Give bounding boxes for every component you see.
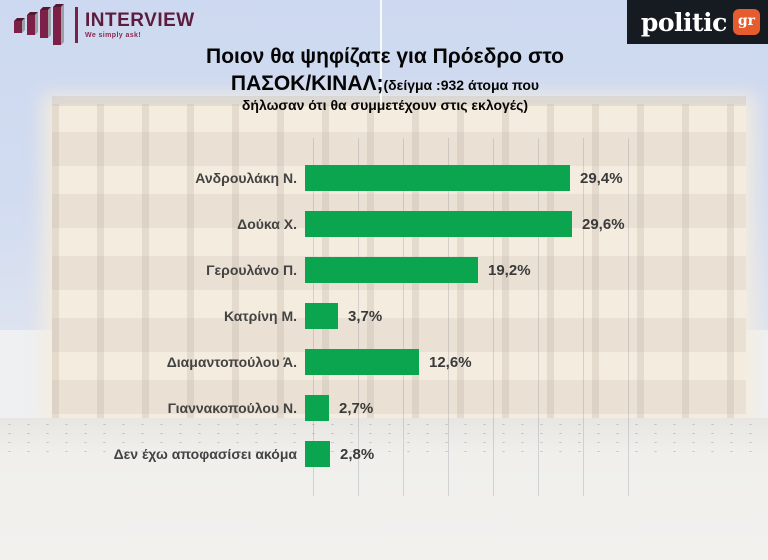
bar-row: Δεν έχω αποφασίσει ακόμα 2,8%	[0, 431, 768, 477]
politic-logo: politic gr	[626, 0, 768, 44]
bar	[305, 349, 419, 375]
chart-gridlines	[313, 138, 629, 496]
value-label: 2,7%	[339, 399, 374, 417]
interview-bar-chart-icon	[14, 4, 64, 45]
category-label: Ανδρουλάκη Ν.	[195, 170, 297, 186]
flagpole	[380, 0, 382, 104]
bar-row: Κατρίνη Μ. 3,7%	[0, 293, 768, 339]
category-label: Γερουλάνο Π.	[206, 262, 297, 278]
bar-chart: Ανδρουλάκη Ν. 29,4% Δούκα Χ. 29,6% Γερουλάνο…	[0, 155, 768, 477]
bar-row: Γιαννακοπούλου Ν. 2,7%	[0, 385, 768, 431]
interview-logo-text: INTERVIEW We simply ask!	[85, 11, 195, 39]
chart-title-line2: ΠΑΣΟΚ/ΚΙΝΑΛ;(δείγμα :932 άτομα που	[150, 71, 620, 96]
chart-sample-note-1: (δείγμα :932 άτομα που	[383, 77, 540, 94]
value-label: 3,7%	[348, 307, 383, 325]
category-label: Γιαννακοπούλου Ν.	[167, 400, 297, 416]
value-label: 29,6%	[582, 215, 625, 233]
category-label: Κατρίνη Μ.	[224, 308, 297, 324]
bar	[305, 165, 570, 191]
logo-divider	[75, 7, 78, 43]
chart-sample-note-2: δήλωσαν ότι θα συμμετέχουν στις εκλογές)	[241, 97, 529, 114]
interview-logo-tagline: We simply ask!	[85, 32, 142, 39]
value-label: 12,6%	[429, 353, 472, 371]
bar-row: Διαμαντοπούλου Ά. 12,6%	[0, 339, 768, 385]
bar	[305, 257, 478, 283]
politic-logo-name: politic	[640, 7, 727, 37]
bar	[305, 441, 330, 467]
chart-title: Ποιον θα ψηφίζατε για Πρόεδρο στο ΠΑΣΟΚ/…	[150, 44, 620, 115]
plaza-photo	[0, 418, 768, 560]
category-label: Δεν έχω αποφασίσει ακόμα	[113, 446, 297, 462]
bar	[305, 211, 572, 237]
category-label: Δούκα Χ.	[237, 216, 297, 232]
chart-title-party: ΠΑΣΟΚ/ΚΙΝΑΛ;	[230, 72, 384, 96]
bar-row: Δούκα Χ. 29,6%	[0, 201, 768, 247]
bar	[305, 395, 329, 421]
bar-row: Γερουλάνο Π. 19,2%	[0, 247, 768, 293]
politic-logo-gr-badge: gr	[732, 9, 760, 35]
value-label: 19,2%	[488, 261, 531, 279]
interview-logo-name: INTERVIEW	[85, 10, 195, 31]
category-label: Διαμαντοπούλου Ά.	[166, 354, 297, 370]
value-label: 2,8%	[340, 445, 375, 463]
bar	[305, 303, 338, 329]
bar-row: Ανδρουλάκη Ν. 29,4%	[0, 155, 768, 201]
value-label: 29,4%	[580, 169, 623, 187]
chart-title-line1: Ποιον θα ψηφίζατε για Πρόεδρο στο	[206, 45, 564, 68]
interview-logo: INTERVIEW We simply ask!	[12, 4, 195, 46]
